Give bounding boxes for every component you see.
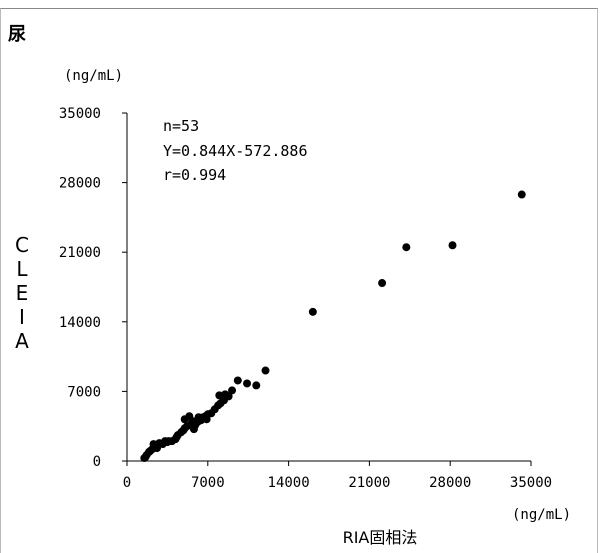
axes bbox=[126, 113, 531, 462]
annotation-n: n=53 bbox=[163, 117, 199, 135]
data-point bbox=[243, 379, 252, 388]
y-ticks: 0 7000 14000 21000 28000 35000 bbox=[59, 106, 127, 470]
y-axis-title-char: I bbox=[19, 305, 25, 329]
y-axis-title-char: C bbox=[15, 233, 29, 257]
x-tick-label: 35000 bbox=[510, 475, 552, 491]
data-point bbox=[146, 447, 155, 456]
data-point bbox=[233, 376, 242, 385]
x-ticks: 0 7000 14000 21000 28000 35000 bbox=[123, 461, 552, 491]
y-tick-label: 28000 bbox=[59, 176, 101, 192]
data-point bbox=[202, 415, 211, 424]
x-tick-label: 7000 bbox=[191, 475, 225, 491]
data-point bbox=[210, 405, 219, 414]
y-tick-label: 21000 bbox=[59, 245, 101, 261]
data-point bbox=[517, 190, 526, 199]
panel-label: 尿 bbox=[8, 24, 26, 45]
data-point bbox=[228, 386, 237, 395]
data-point bbox=[261, 366, 270, 375]
x-axis-title: RIA固相法 bbox=[343, 528, 418, 547]
x-tick-label: 0 bbox=[123, 475, 131, 491]
x-tick-label: 14000 bbox=[268, 475, 310, 491]
data-point bbox=[189, 425, 198, 434]
annotation-r: r=0.994 bbox=[163, 166, 226, 184]
y-axis-title-char: E bbox=[16, 281, 29, 305]
stats-annotation: n=53 Y=0.844X-572.886 r=0.994 bbox=[163, 117, 308, 184]
x-tick-label: 21000 bbox=[348, 475, 390, 491]
data-point bbox=[402, 243, 411, 252]
chart-frame bbox=[0, 8, 598, 553]
y-tick-label: 7000 bbox=[67, 384, 101, 400]
y-axis-title-char: L bbox=[16, 257, 28, 281]
y-unit-label: (ng/mL) bbox=[64, 68, 123, 84]
data-point bbox=[378, 279, 387, 288]
x-unit-label: (ng/mL) bbox=[512, 507, 571, 523]
data-point bbox=[224, 392, 233, 401]
annotation-regression: Y=0.844X-572.886 bbox=[163, 142, 308, 160]
data-points bbox=[140, 190, 526, 463]
y-tick-label: 14000 bbox=[59, 315, 101, 331]
x-tick-label: 28000 bbox=[429, 475, 471, 491]
data-point bbox=[172, 433, 181, 442]
data-point bbox=[141, 453, 150, 462]
data-point bbox=[252, 381, 261, 390]
y-axis-title-char: A bbox=[15, 329, 29, 353]
data-point bbox=[448, 241, 457, 250]
y-tick-label: 35000 bbox=[59, 106, 101, 122]
data-point bbox=[163, 438, 172, 447]
y-tick-label: 0 bbox=[93, 454, 101, 470]
data-point bbox=[153, 444, 162, 453]
data-point bbox=[308, 307, 317, 316]
